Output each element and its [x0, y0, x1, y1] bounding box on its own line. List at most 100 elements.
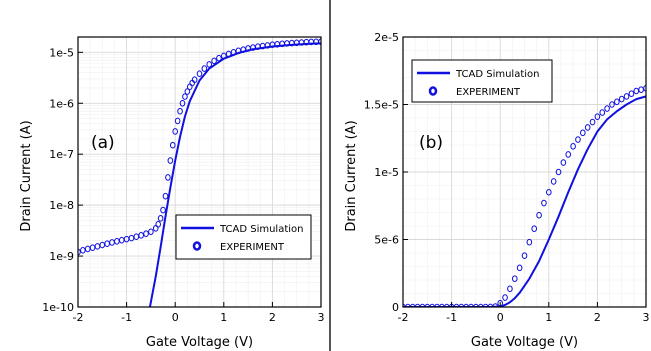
y-tick-label: 1.5e-5 — [364, 99, 399, 112]
y-tick-label: 0 — [392, 301, 399, 314]
chart-panel-a: Drain Current (A) Gate Voltage (V) (a) T… — [19, 36, 325, 350]
data-point-experiment — [463, 303, 469, 307]
y-tick-label: 5e-6 — [374, 234, 399, 247]
data-point-experiment — [453, 303, 460, 307]
data-point-experiment — [550, 178, 557, 185]
data-point-experiment — [468, 303, 474, 307]
plot-frame — [77, 36, 322, 308]
x-tick-label: 1 — [545, 311, 552, 324]
plot-area — [78, 38, 321, 307]
y-tick-label: 1e-6 — [49, 97, 74, 110]
x-tick-label: 2 — [594, 311, 601, 324]
x-tick-label: -1 — [121, 311, 132, 324]
data-point-experiment — [167, 157, 174, 164]
data-point-experiment — [138, 232, 144, 239]
y-tick-label: 1e-5 — [374, 166, 399, 179]
x-tick-label: 0 — [497, 311, 504, 324]
data-point-experiment — [589, 118, 596, 126]
data-point-experiment — [473, 303, 479, 307]
data-point-experiment — [429, 303, 435, 307]
data-point-experiment — [318, 38, 321, 45]
data-point-experiment — [565, 151, 572, 158]
data-point-experiment — [594, 113, 601, 120]
data-point-experiment — [196, 70, 203, 78]
data-point-experiment — [521, 252, 528, 259]
data-point-experiment — [531, 225, 538, 232]
data-point-experiment — [599, 109, 606, 116]
data-point-experiment — [458, 303, 465, 307]
x-tick-label: -1 — [446, 311, 457, 324]
y-tick-label: 2e-5 — [374, 31, 399, 44]
x-tick-label: 3 — [318, 311, 325, 324]
y-tick-label: 1e-8 — [49, 199, 74, 212]
data-point-experiment — [179, 99, 186, 107]
data-point-experiment — [419, 303, 426, 307]
data-point-experiment — [618, 95, 625, 103]
data-point-experiment — [507, 285, 513, 293]
data-point-experiment — [434, 303, 440, 307]
x-tick-label: -2 — [73, 311, 84, 324]
x-tick-label: 3 — [643, 311, 650, 324]
legend-entry-experiment: EXPERIMENT — [220, 242, 285, 253]
y-tick-label: 1e-10 — [42, 301, 74, 314]
data-point-experiment — [172, 128, 178, 135]
y-tick-label: 1e-7 — [49, 148, 74, 161]
data-point-experiment — [182, 93, 188, 100]
data-point-experiment — [482, 303, 489, 307]
data-point-experiment — [78, 248, 81, 256]
x-tick-label: 2 — [269, 311, 276, 324]
legend-box — [175, 214, 312, 260]
data-point-experiment — [409, 303, 416, 307]
legend: TCAD Simulation EXPERIMENT — [175, 214, 312, 260]
data-point-experiment — [555, 168, 562, 176]
panel-label: (a) — [91, 133, 115, 153]
data-point-experiment — [614, 98, 620, 106]
data-point-experiment — [502, 294, 508, 301]
data-point-experiment — [536, 211, 542, 219]
x-axis-title: Gate Voltage (V) — [146, 335, 253, 350]
data-point-experiment — [157, 215, 164, 222]
data-point-experiment — [560, 159, 567, 166]
grid — [77, 36, 322, 308]
plot-area — [403, 85, 646, 307]
data-point-experiment — [511, 275, 518, 282]
x-tick-label: 0 — [172, 311, 179, 324]
data-point-experiment — [201, 65, 208, 72]
data-point-experiment — [169, 141, 176, 149]
data-point-experiment — [405, 303, 411, 307]
data-point-experiment — [174, 117, 181, 125]
data-point-experiment — [177, 107, 183, 115]
chart-panel-b: Drain Current (A) Gate Voltage (V) (b) T… — [344, 31, 650, 350]
legend-marker-swatch — [428, 86, 438, 96]
data-point-experiment — [623, 93, 630, 100]
y-tick-label: 1e-5 — [49, 46, 74, 59]
data-point-experiment — [604, 105, 610, 112]
data-point-experiment — [443, 303, 450, 307]
data-point-experiment — [221, 52, 227, 60]
legend-marker-swatch — [192, 241, 202, 251]
data-point-experiment — [160, 206, 166, 214]
legend-entry-tcad: TCAD Simulation — [219, 224, 304, 235]
y-tick-label: 1e-9 — [49, 250, 74, 263]
data-point-experiment — [439, 303, 445, 307]
x-tick-label: -2 — [398, 311, 409, 324]
x-axis-title: Gate Voltage (V) — [471, 335, 578, 350]
data-point-experiment — [155, 221, 161, 228]
data-point-experiment — [162, 192, 169, 200]
data-point-experiment — [143, 230, 149, 237]
legend-box — [411, 59, 553, 103]
data-point-experiment — [206, 61, 213, 68]
data-point-experiment — [570, 143, 576, 150]
data-point-experiment — [165, 174, 171, 181]
data-point-experiment — [609, 101, 615, 108]
legend-entry-experiment: EXPERIMENT — [456, 87, 521, 98]
data-point-experiment — [546, 188, 552, 196]
data-point-experiment — [575, 136, 581, 143]
data-point-experiment — [477, 303, 484, 307]
data-point-experiment — [541, 199, 547, 207]
data-point-experiment — [580, 129, 586, 137]
data-point-experiment — [148, 228, 154, 236]
data-point-experiment — [516, 264, 523, 272]
data-point-experiment — [191, 76, 198, 84]
